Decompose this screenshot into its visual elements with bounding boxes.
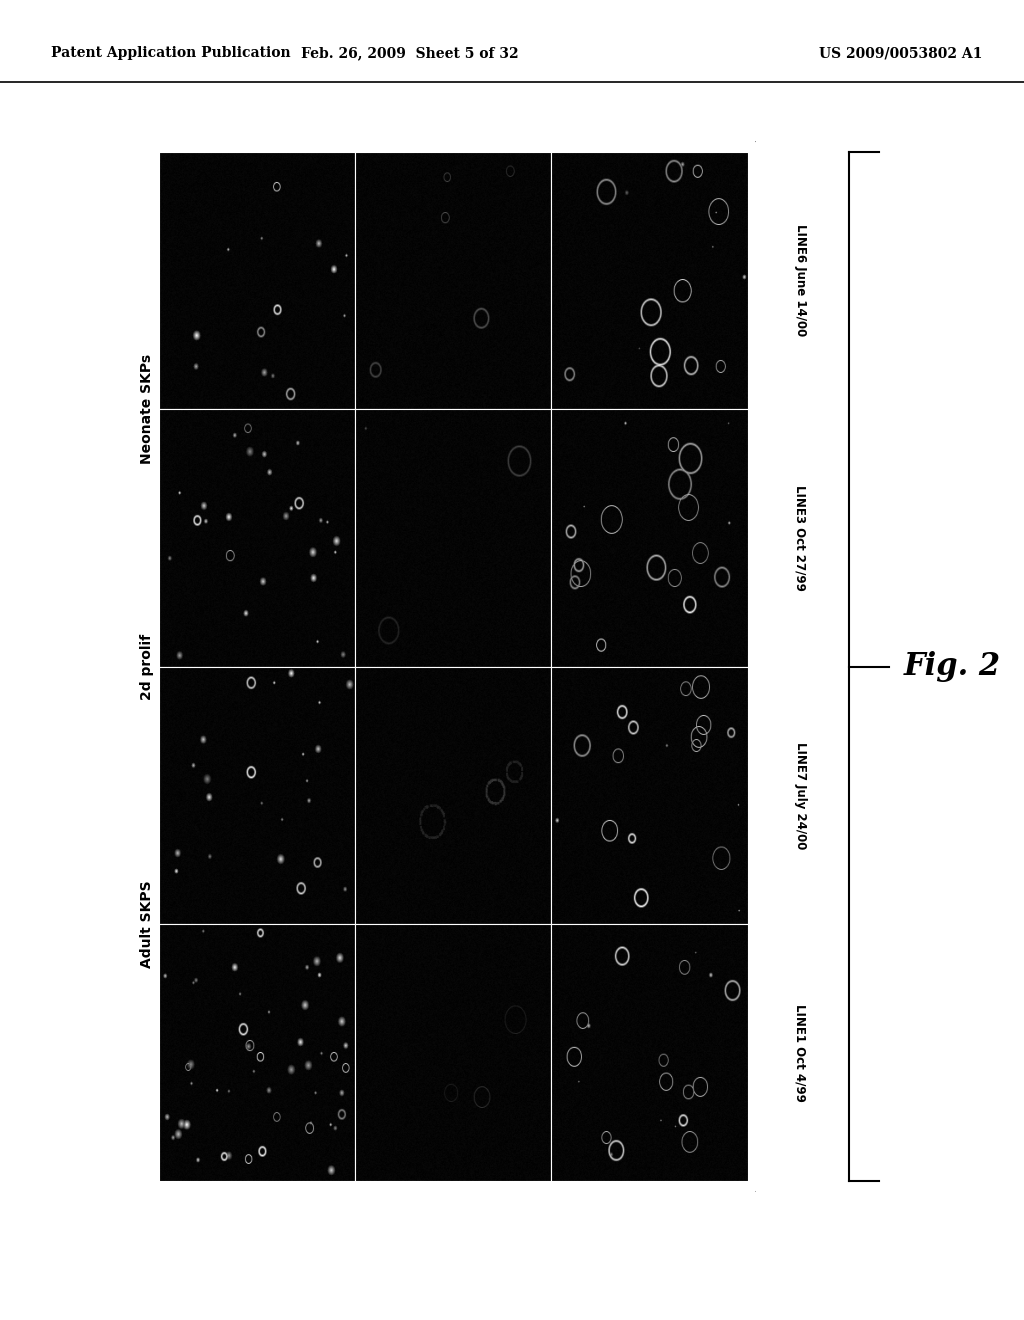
Text: Patent Application Publication: Patent Application Publication: [51, 46, 291, 61]
Text: LINE6 June 14/00: LINE6 June 14/00: [794, 224, 807, 337]
Text: 2d prolif: 2d prolif: [140, 634, 154, 700]
Text: Feb. 26, 2009  Sheet 5 of 32: Feb. 26, 2009 Sheet 5 of 32: [301, 46, 518, 61]
Text: Neonate SKPs: Neonate SKPs: [140, 354, 154, 465]
Text: US 2009/0053802 A1: US 2009/0053802 A1: [819, 46, 983, 61]
Text: LINE3 Oct 27/99: LINE3 Oct 27/99: [794, 484, 807, 591]
Text: LINE1 Oct 4/99: LINE1 Oct 4/99: [794, 1003, 807, 1102]
Text: Fig. 2: Fig. 2: [904, 651, 1001, 682]
Text: LINE7 July 24/00: LINE7 July 24/00: [794, 742, 807, 849]
Text: Adult SKPS: Adult SKPS: [140, 880, 154, 968]
